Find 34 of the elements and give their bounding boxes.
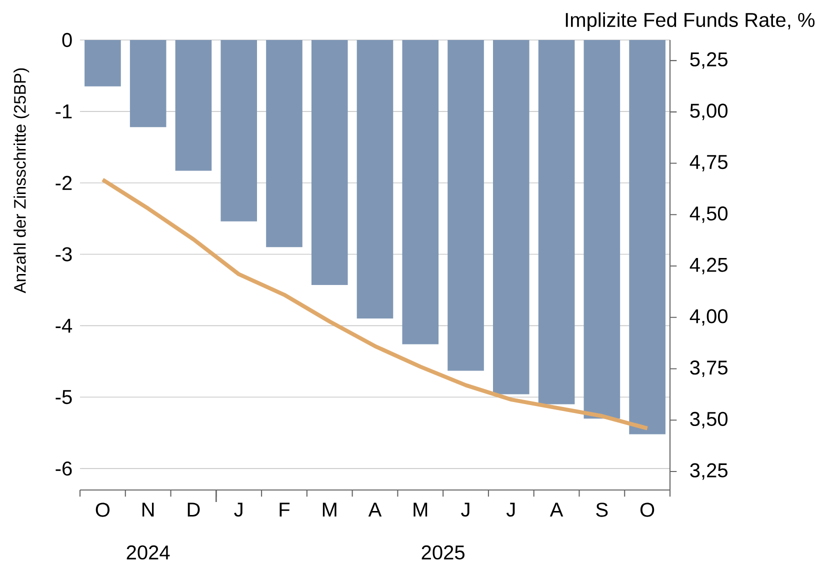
y2-tick-label: 3,50 (690, 412, 728, 428)
x-tick-label: O (96, 502, 110, 517)
y-axis-title: Anzahl der Zinsschritte (25BP) (14, 68, 30, 294)
x-tick-label: S (596, 502, 608, 517)
y-tick-label: -4 (56, 318, 72, 333)
x-tick-label: M (322, 502, 336, 516)
x-tick-label: M (414, 502, 428, 516)
y2-tick-label: 3,75 (690, 360, 728, 378)
y2-tick-label: 3,25 (690, 463, 728, 480)
x-tick-label: A (550, 502, 564, 516)
y-tick-label: -6 (56, 461, 72, 476)
y-tick-label: -2 (56, 176, 72, 190)
x-tick-label: O (640, 502, 654, 517)
y2-tick-label: 4,50 (690, 206, 728, 223)
text: 2024 (126, 545, 170, 560)
line-series (100, 178, 650, 430)
y2-tick-label: 5,00 (690, 104, 728, 120)
y2-tick-label: 4,00 (690, 309, 728, 326)
x-tick-label: J (506, 502, 515, 517)
x-tick-label: D (188, 502, 200, 516)
text: 2025 (422, 545, 464, 560)
y-tick-label: -1 (56, 104, 72, 118)
y2-tick-label: 4,75 (690, 155, 728, 172)
x-tick-label: A (368, 502, 382, 516)
x-tick-label: J (234, 502, 242, 517)
y2-tick-label: 4,25 (690, 258, 728, 274)
y2-axis-title: Implizite Fed Funds Rate, % (566, 12, 815, 31)
y-tick-label: -3 (56, 247, 72, 262)
y-tick-label: 0 (62, 32, 72, 48)
y-tick-label: -5 (56, 390, 72, 404)
x-tick-label: F (280, 502, 290, 516)
y2-tick-label: 5,25 (690, 52, 728, 69)
x-tick-label: N (142, 502, 154, 516)
x-tick-label: J (461, 502, 470, 517)
